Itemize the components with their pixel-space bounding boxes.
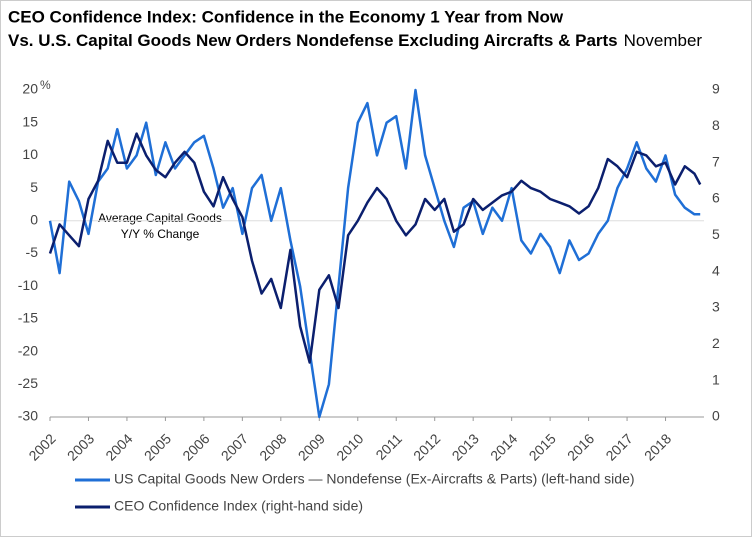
y2-tick-label: 2 [712,335,720,351]
chart-title: CEO Confidence Index: Confidence in the … [8,7,564,26]
y-tick-label: 0 [30,212,38,228]
annotation: Average Capital Goods [98,211,222,225]
y-tick-label: -20 [18,342,38,358]
y2-tick-label: 1 [712,371,720,387]
annotation: Y/Y % Change [121,227,200,241]
y2-tick-label: 6 [712,190,720,206]
y-tick-label: 20 [22,81,38,97]
chart-title: Vs. U.S. Capital Goods New Orders Nondef… [8,31,702,50]
y-tick-label: 10 [22,146,38,162]
y-tick-label: -10 [18,277,38,293]
legend-label: US Capital Goods New Orders — Nondefense… [114,471,635,487]
chart-date: November [624,31,703,50]
y2-tick-label: 5 [712,226,720,242]
y-axis-label: % [40,78,51,92]
y-tick-label: -5 [26,244,39,260]
y2-tick-label: 3 [712,299,720,315]
y2-tick-label: 4 [712,262,720,278]
legend-label: CEO Confidence Index (right-hand side) [114,498,363,514]
y-tick-label: -25 [18,375,38,391]
y-tick-label: 15 [22,113,38,129]
y-tick-label: -15 [18,310,38,326]
y-tick-label: -30 [18,408,38,424]
y2-tick-label: 0 [712,408,720,424]
y2-tick-label: 8 [712,117,720,133]
series-line [48,88,701,419]
y2-tick-label: 9 [712,81,720,97]
y-tick-label: 5 [30,179,38,195]
chart-title-line: Vs. U.S. Capital Goods New Orders Nondef… [8,31,618,50]
y2-tick-label: 7 [712,153,720,169]
series-line [48,132,702,364]
